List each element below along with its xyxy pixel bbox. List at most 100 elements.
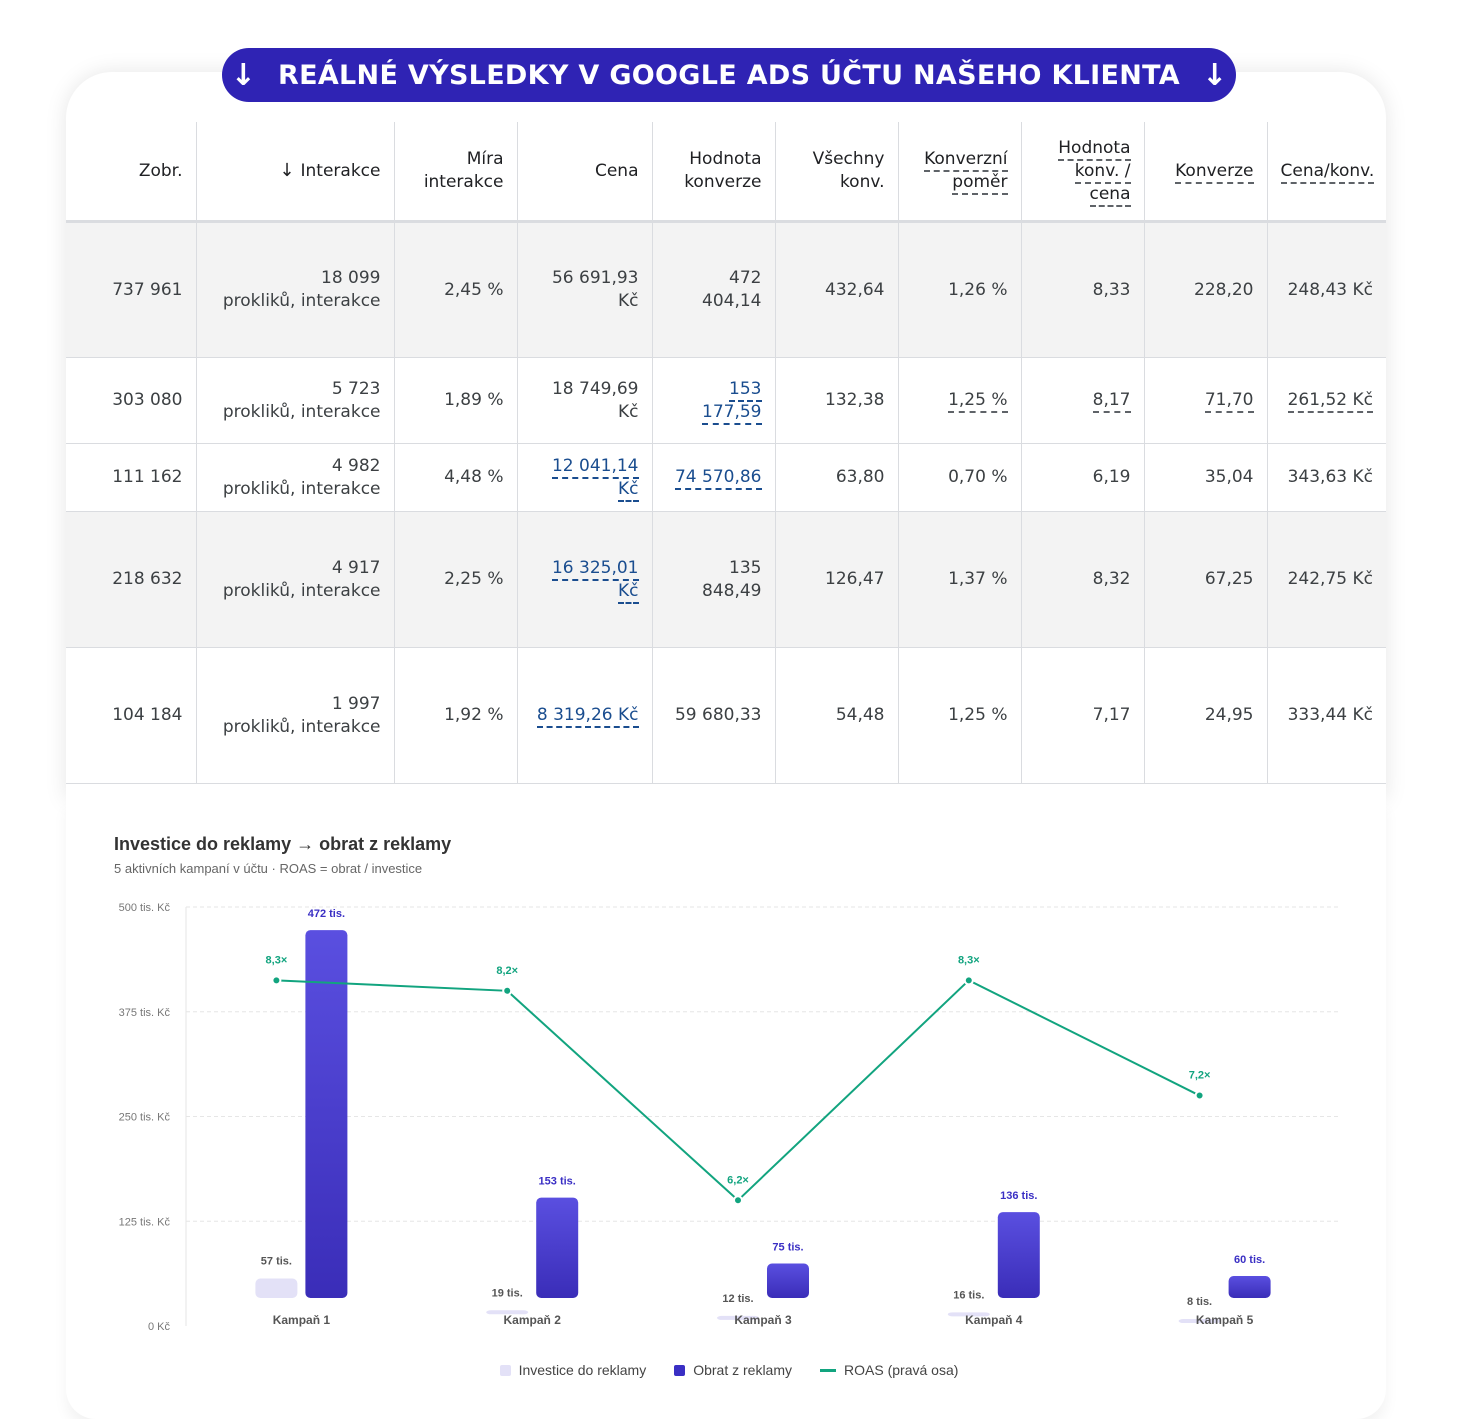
- bar-obrat: [767, 1263, 809, 1298]
- data-label-obrat: 153 tis.: [539, 1176, 576, 1188]
- y-tick-label: 500 tis. Kč: [119, 902, 171, 914]
- bar-investice: [486, 1310, 529, 1315]
- table-row: 303 080 5 723 prokliků, interakce 1,89 % …: [66, 357, 1386, 444]
- cell-konverze: 35,04: [1144, 443, 1268, 512]
- cell-mira: 1,92 %: [394, 647, 518, 784]
- x-tick-label: Kampaň 4: [965, 1313, 1023, 1327]
- legend-label: ROAS (pravá osa): [844, 1362, 959, 1378]
- cell-zobr: 104 184: [66, 647, 197, 784]
- cell-vsechny: 63,80: [775, 443, 899, 512]
- data-label-obrat: 75 tis.: [772, 1242, 803, 1254]
- table-row: 737 961 18 099 prokliků, interakce 2,45 %…: [66, 221, 1386, 358]
- legend-item-investice[interactable]: Investice do reklamy: [499, 1362, 646, 1378]
- chart-legend: Investice do reklamy Obrat z reklamy ROA…: [0, 1362, 1458, 1378]
- col-header-interakce[interactable]: ↓ Interakce: [196, 122, 395, 223]
- bar-investice: [717, 1315, 759, 1320]
- cell-vsechny: 432,64: [775, 221, 899, 358]
- cell-cena: 56 691,93 Kč: [517, 221, 653, 358]
- results-banner: ↓ REÁLNÉ VÝSLEDKY V GOOGLE ADS ÚČTU NAŠE…: [222, 48, 1236, 102]
- cell-cena[interactable]: 8 319,26 Kč: [517, 647, 653, 784]
- cell-vsechny: 54,48: [775, 647, 899, 784]
- cell-hodnota: 135 848,49: [652, 511, 776, 648]
- col-header-konverze[interactable]: Konverze: [1144, 122, 1268, 223]
- y-tick-label: 0 Kč: [148, 1321, 171, 1333]
- bar-obrat: [536, 1197, 579, 1298]
- cell-hodnota-cena[interactable]: 8,17: [1021, 357, 1145, 444]
- cell-hodnota[interactable]: 74 570,86: [652, 443, 776, 512]
- cell-mira: 2,25 %: [394, 511, 518, 648]
- arrow-down-icon: ↓: [1202, 57, 1228, 93]
- arrow-down-icon: ↓: [230, 57, 257, 93]
- cell-zobr: 303 080: [66, 357, 197, 444]
- cell-cena: 18 749,69 Kč: [517, 357, 653, 444]
- cell-zobr: 218 632: [66, 511, 197, 648]
- cell-hodnota: 472 404,14: [652, 221, 776, 358]
- data-label-roas: 8,3×: [266, 954, 288, 966]
- bar-investice: [255, 1278, 298, 1298]
- col-header-hodnota-konv-cena[interactable]: Hodnota konv. / cena: [1021, 122, 1145, 223]
- cell-interakce: 5 723 prokliků, interakce: [196, 357, 395, 444]
- cell-vsechny: 126,47: [775, 511, 899, 648]
- cell-hodnota-cena: 8,32: [1021, 511, 1145, 648]
- roas-line: [276, 979, 1201, 1202]
- data-label-obrat: 472 tis.: [308, 908, 345, 920]
- y-tick-label: 375 tis. Kč: [119, 1007, 171, 1019]
- banner-text: REÁLNÉ VÝSLEDKY V GOOGLE ADS ÚČTU NAŠEHO…: [278, 59, 1180, 91]
- chart-card: [66, 800, 1386, 1419]
- data-label-investice: 12 tis.: [722, 1293, 753, 1305]
- table-header-row: Zobr. ↓ Interakce Míra interakce Cena Hodn…: [66, 122, 1386, 223]
- roas-point: [963, 975, 974, 986]
- bar-investice: [947, 1312, 990, 1317]
- legend-item-roas[interactable]: ROAS (pravá osa): [820, 1362, 958, 1378]
- data-label-obrat: 136 tis.: [1000, 1190, 1037, 1202]
- cell-interakce: 1 997 prokliků, interakce: [196, 647, 395, 784]
- bar-obrat: [1228, 1275, 1271, 1298]
- cell-hodnota[interactable]: 153 177,59: [652, 357, 776, 444]
- cell-cena-konv: 343,63 Kč: [1267, 443, 1386, 512]
- legend-item-obrat[interactable]: Obrat z reklamy: [674, 1362, 792, 1378]
- bar-obrat: [305, 930, 348, 1298]
- roas-point: [1194, 1090, 1205, 1101]
- legend-swatch: [499, 1364, 511, 1376]
- data-label-investice: 16 tis.: [953, 1289, 984, 1301]
- data-label-investice: 57 tis.: [261, 1255, 292, 1267]
- cell-hodnota-cena: 6,19: [1021, 443, 1145, 512]
- cell-konverze: 67,25: [1144, 511, 1268, 648]
- cell-konverze[interactable]: 71,70: [1144, 357, 1268, 444]
- col-header-cena[interactable]: Cena: [517, 122, 653, 223]
- col-header-mira-interakce[interactable]: Míra interakce: [394, 122, 518, 223]
- ads-results-table: Zobr. ↓ Interakce Míra interakce Cena Hodn…: [66, 122, 1386, 784]
- chart-title: Investice do reklamy → obrat z reklamy: [114, 834, 452, 854]
- cell-hodnota-cena: 7,17: [1021, 647, 1145, 784]
- data-label-obrat: 60 tis.: [1234, 1254, 1265, 1266]
- x-tick-label: Kampaň 3: [734, 1313, 792, 1327]
- data-label-roas: 8,2×: [496, 965, 518, 977]
- cell-pomer: 1,25 %: [898, 647, 1022, 784]
- cell-zobr: 111 162: [66, 443, 197, 512]
- cell-hodnota-cena: 8,33: [1021, 221, 1145, 358]
- cell-zobr: 737 961: [66, 221, 197, 358]
- roas-point: [733, 1195, 743, 1206]
- cell-vsechny: 132,38: [775, 357, 899, 444]
- y-tick-label: 250 tis. Kč: [119, 1112, 171, 1124]
- cell-cena[interactable]: 16 325,01 Kč: [517, 511, 653, 648]
- sort-arrow-down-icon[interactable]: ↓: [279, 160, 295, 181]
- col-header-hodnota-konverze[interactable]: Hodnota konverze: [652, 122, 776, 223]
- data-label-roas: 7,2×: [1189, 1070, 1211, 1082]
- cell-cena-konv: 333,44 Kč: [1267, 647, 1386, 784]
- cell-cena-konv[interactable]: 261,52 Kč: [1267, 357, 1386, 444]
- x-tick-label: Kampaň 5: [1196, 1313, 1254, 1327]
- cell-cena-konv: 248,43 Kč: [1267, 221, 1386, 358]
- cell-interakce: 4 982 prokliků, interakce: [196, 443, 395, 512]
- col-header-zobr[interactable]: Zobr.: [66, 122, 197, 223]
- table-row: 218 632 4 917 prokliků, interakce 2,25 % …: [66, 511, 1386, 648]
- cell-pomer: 0,70 %: [898, 443, 1022, 512]
- cell-pomer[interactable]: 1,25 %: [898, 357, 1022, 444]
- col-header-cena-konv[interactable]: Cena/konv.: [1267, 122, 1386, 223]
- data-label-investice: 19 tis.: [492, 1287, 523, 1299]
- col-header-vsechny-konv[interactable]: Všechny konv.: [775, 122, 899, 223]
- cell-konverze: 228,20: [1144, 221, 1268, 358]
- x-tick-label: Kampaň 1: [273, 1313, 331, 1327]
- col-header-konverzni-pomer[interactable]: Konverzní poměr: [898, 122, 1022, 223]
- cell-cena[interactable]: 12 041,14 Kč: [517, 443, 653, 512]
